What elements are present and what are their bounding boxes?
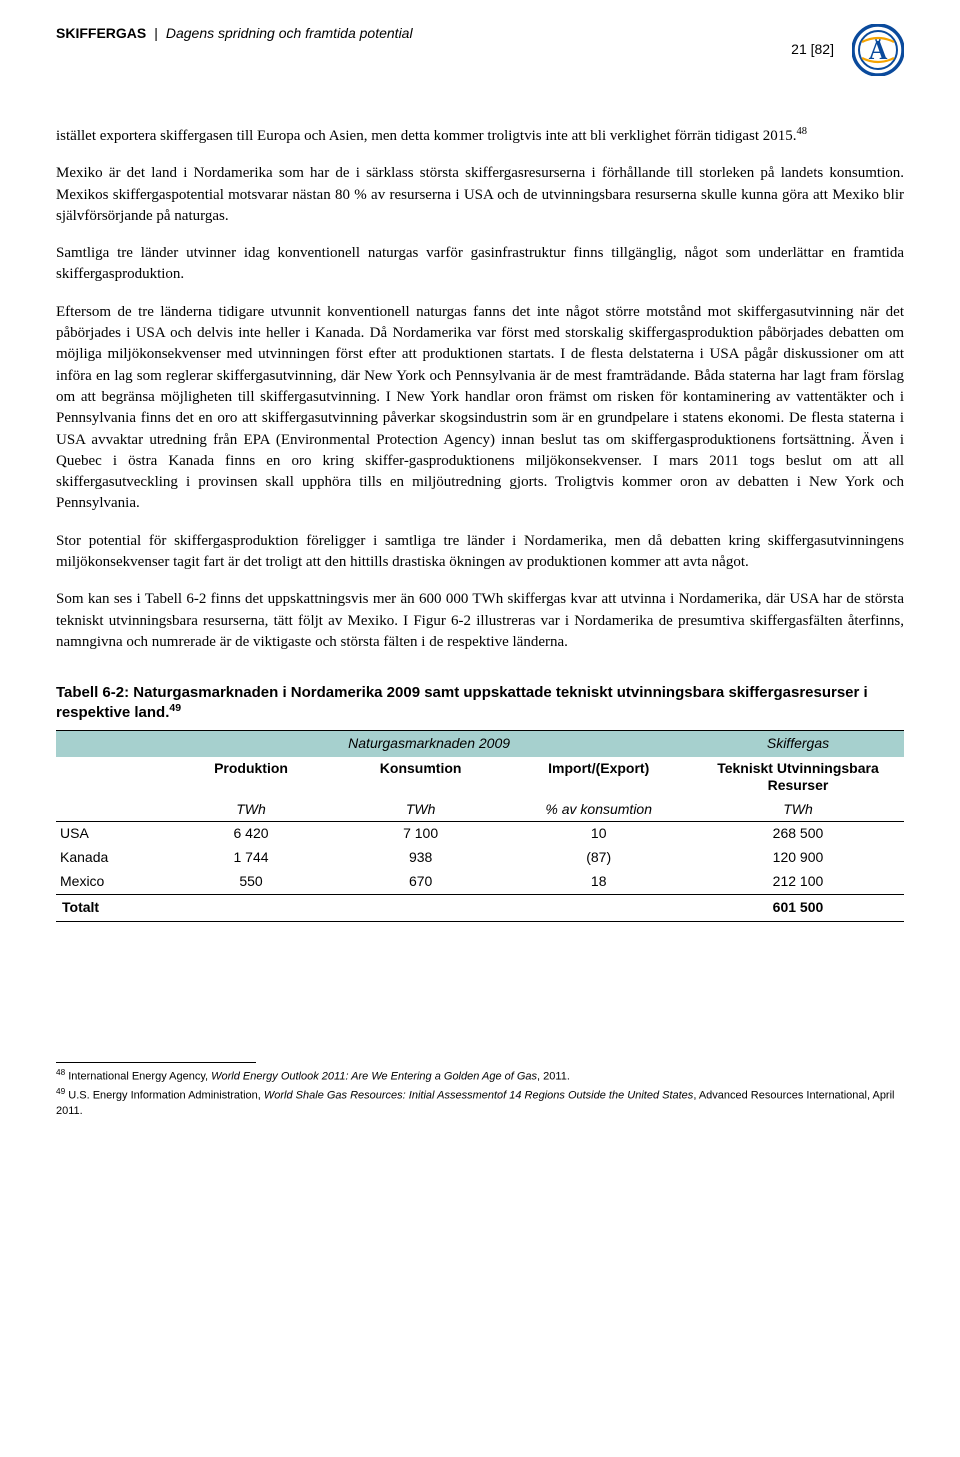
- paragraph-2: Mexiko är det land i Nordamerika som har…: [56, 163, 904, 227]
- table-unit-2: TWh: [336, 798, 506, 822]
- table-unit-blank: [56, 798, 166, 822]
- doc-subtitle: Dagens spridning och framtida potential: [166, 24, 413, 44]
- table-col-3: Import/(Export): [505, 757, 692, 798]
- footnote-48: 48 International Energy Agency, World En…: [56, 1067, 904, 1085]
- table-col-1: Produktion: [166, 757, 336, 798]
- cell: 670: [336, 870, 506, 894]
- p1-text: istället exportera skiffergasen till Eur…: [56, 128, 797, 144]
- table-units-row: TWh TWh % av konsumtion TWh: [56, 798, 904, 822]
- table-unit-4: TWh: [692, 798, 904, 822]
- footnote-49: 49 U.S. Energy Information Administratio…: [56, 1086, 904, 1118]
- paragraph-4: Eftersom de tre länderna tidigare utvunn…: [56, 302, 904, 515]
- table-band-row: Naturgasmarknaden 2009 Skiffergas: [56, 730, 904, 756]
- body-text: istället exportera skiffergasen till Eur…: [56, 126, 904, 653]
- fn-text: , 2011.: [537, 1071, 570, 1083]
- table-col-4: Tekniskt Utvinningsbara Resurser: [692, 757, 904, 798]
- header-right: 21 [82] Å: [791, 24, 904, 76]
- row-label: USA: [56, 822, 166, 846]
- page-number: 21 [82]: [791, 40, 834, 60]
- total-blank: [336, 895, 506, 922]
- table-band-1: Naturgasmarknaden 2009: [166, 730, 692, 756]
- fn-num: 49: [56, 1087, 65, 1096]
- footnote-ref-48: 48: [797, 126, 808, 137]
- cell: (87): [505, 846, 692, 870]
- table-row: Kanada 1 744 938 (87) 120 900: [56, 846, 904, 870]
- cell: 6 420: [166, 822, 336, 846]
- row-label: Kanada: [56, 846, 166, 870]
- table-band-2: Skiffergas: [692, 730, 904, 756]
- cell: 120 900: [692, 846, 904, 870]
- cell: 10: [505, 822, 692, 846]
- page-header: SKIFFERGAS | Dagens spridning och framti…: [56, 24, 904, 76]
- paragraph-5: Stor potential för skiffergasproduktion …: [56, 531, 904, 574]
- table-row: Mexico 550 670 18 212 100: [56, 870, 904, 894]
- cell: 212 100: [692, 870, 904, 894]
- total-label: Totalt: [56, 895, 166, 922]
- paragraph-1: istället exportera skiffergasen till Eur…: [56, 126, 904, 147]
- cell: 268 500: [692, 822, 904, 846]
- row-label: Mexico: [56, 870, 166, 894]
- title-separator: |: [154, 24, 158, 44]
- footnotes: 48 International Energy Agency, World En…: [56, 1067, 904, 1119]
- cell: 938: [336, 846, 506, 870]
- footnote-rule: [56, 1062, 256, 1063]
- cell: 18: [505, 870, 692, 894]
- doc-title-bold: SKIFFERGAS: [56, 24, 146, 44]
- total-blank: [166, 895, 336, 922]
- company-logo-icon: Å: [852, 24, 904, 76]
- fn-num: 48: [56, 1068, 65, 1077]
- table-total-row: Totalt 601 500: [56, 895, 904, 922]
- data-table: Naturgasmarknaden 2009 Skiffergas Produk…: [56, 730, 904, 922]
- table-blank-cell: [56, 730, 166, 756]
- table-unit-3: % av konsumtion: [505, 798, 692, 822]
- fn-italic: World Shale Gas Resources: Initial Asses…: [264, 1090, 693, 1102]
- fn-italic: World Energy Outlook 2011: Are We Enteri…: [211, 1071, 537, 1083]
- table-col-2: Konsumtion: [336, 757, 506, 798]
- fn-text: U.S. Energy Information Administration,: [65, 1090, 264, 1102]
- paragraph-3: Samtliga tre länder utvinner idag konven…: [56, 243, 904, 286]
- total-value: 601 500: [692, 895, 904, 922]
- table-col-blank: [56, 757, 166, 798]
- table-row: USA 6 420 7 100 10 268 500: [56, 822, 904, 846]
- total-blank: [505, 895, 692, 922]
- table-caption: Tabell 6-2: Naturgasmarknaden i Nordamer…: [56, 683, 904, 724]
- table-unit-1: TWh: [166, 798, 336, 822]
- footnote-ref-49: 49: [169, 702, 181, 714]
- fn-text: International Energy Agency,: [65, 1071, 211, 1083]
- cell: 550: [166, 870, 336, 894]
- table-header-row: Produktion Konsumtion Import/(Export) Te…: [56, 757, 904, 798]
- header-left: SKIFFERGAS | Dagens spridning och framti…: [56, 24, 413, 44]
- cell: 7 100: [336, 822, 506, 846]
- cell: 1 744: [166, 846, 336, 870]
- paragraph-6: Som kan ses i Tabell 6-2 finns det uppsk…: [56, 589, 904, 653]
